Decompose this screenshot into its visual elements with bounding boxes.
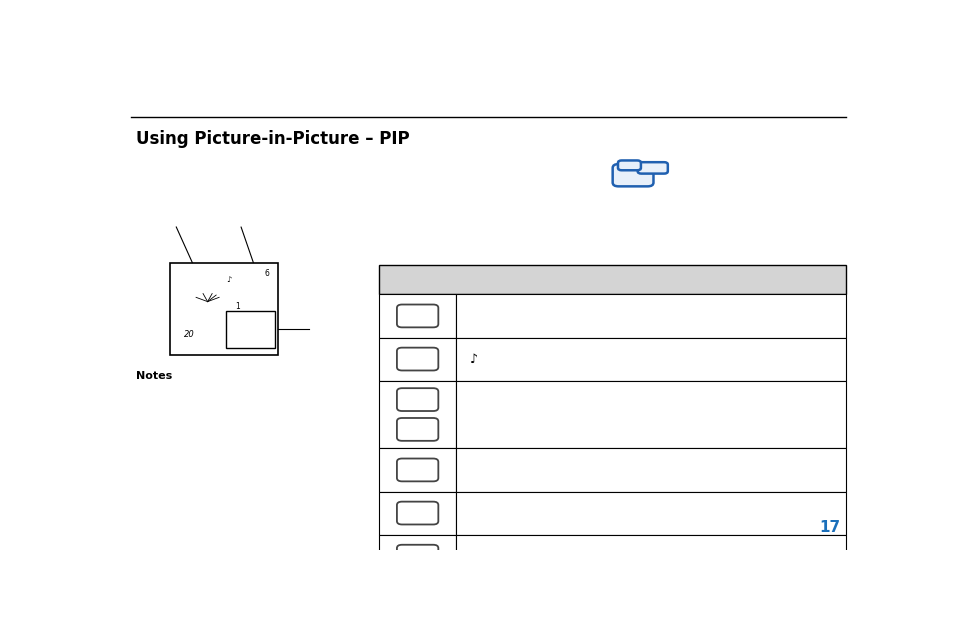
Bar bbox=[378, 381, 456, 449]
FancyBboxPatch shape bbox=[396, 305, 437, 328]
Text: 6: 6 bbox=[265, 269, 270, 278]
Text: 1: 1 bbox=[235, 302, 240, 311]
FancyBboxPatch shape bbox=[396, 348, 437, 370]
Text: Notes: Notes bbox=[136, 371, 172, 381]
Bar bbox=[456, 337, 845, 381]
Text: Using Picture-in-Picture – PIP: Using Picture-in-Picture – PIP bbox=[136, 130, 410, 148]
Bar bbox=[226, 311, 274, 348]
FancyBboxPatch shape bbox=[396, 418, 437, 441]
Bar bbox=[456, 381, 845, 449]
FancyBboxPatch shape bbox=[612, 164, 653, 187]
FancyBboxPatch shape bbox=[396, 388, 437, 411]
Bar bbox=[378, 337, 456, 381]
Bar bbox=[378, 449, 456, 491]
Bar bbox=[456, 535, 845, 578]
FancyBboxPatch shape bbox=[637, 162, 667, 174]
Bar bbox=[456, 491, 845, 535]
FancyBboxPatch shape bbox=[396, 459, 437, 481]
Bar bbox=[170, 263, 278, 355]
Bar bbox=[378, 535, 456, 578]
Text: ♪: ♪ bbox=[227, 275, 232, 284]
FancyBboxPatch shape bbox=[396, 544, 437, 567]
Bar bbox=[378, 294, 456, 337]
Bar bbox=[456, 294, 845, 337]
Bar bbox=[456, 449, 845, 491]
FancyBboxPatch shape bbox=[618, 161, 640, 171]
Text: ♪: ♪ bbox=[469, 352, 477, 366]
Bar bbox=[378, 265, 845, 294]
Text: 20: 20 bbox=[184, 331, 194, 339]
Bar bbox=[378, 491, 456, 535]
FancyBboxPatch shape bbox=[396, 502, 437, 525]
Text: 17: 17 bbox=[818, 520, 840, 535]
